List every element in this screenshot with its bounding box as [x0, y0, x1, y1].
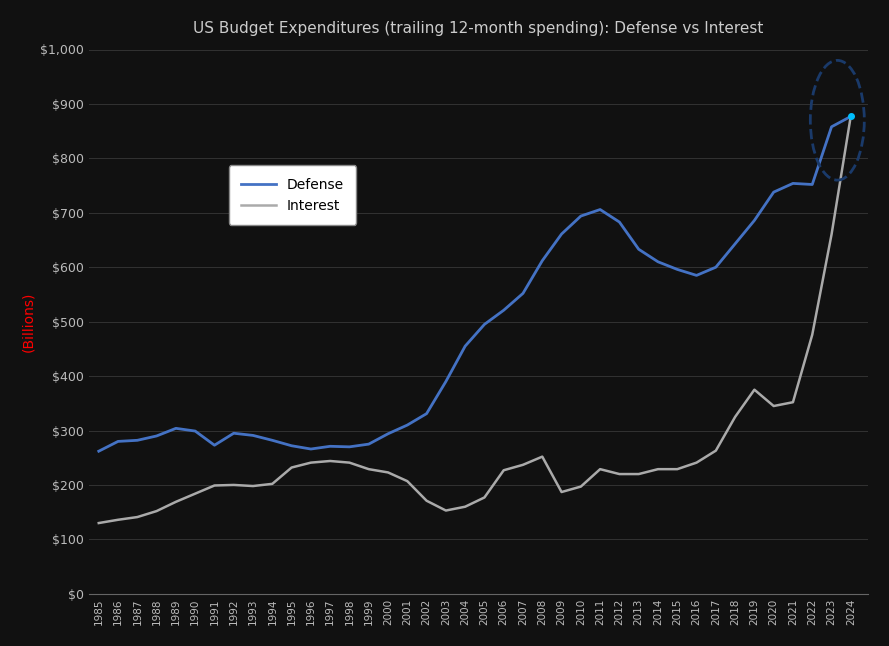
Defense [460, 342, 470, 350]
Defense [267, 437, 277, 444]
Interest [460, 503, 470, 510]
Defense [441, 378, 452, 386]
Interest [441, 506, 452, 514]
Interest [768, 402, 779, 410]
Interest [113, 516, 124, 524]
Defense [132, 437, 142, 444]
Interest [364, 465, 374, 473]
Interest [633, 470, 644, 478]
Interest [344, 459, 355, 466]
Defense [344, 443, 355, 451]
Defense [190, 427, 201, 435]
Interest [306, 459, 316, 466]
Defense [324, 443, 335, 450]
Interest [93, 519, 104, 527]
Interest [692, 459, 702, 466]
Interest [151, 507, 162, 515]
Interest [614, 470, 625, 478]
Defense [575, 212, 586, 220]
Defense [730, 240, 741, 247]
Defense [788, 180, 798, 187]
Defense [171, 424, 181, 432]
Interest [479, 494, 490, 501]
Interest [171, 498, 181, 506]
Defense [402, 421, 412, 429]
Defense [113, 437, 124, 445]
Interest [267, 480, 277, 488]
Interest [499, 466, 509, 474]
Y-axis label: (Billions): (Billions) [20, 291, 35, 352]
Interest [845, 112, 856, 120]
Line: Interest: Interest [99, 116, 851, 523]
Interest [788, 399, 798, 406]
Defense [306, 445, 316, 453]
Defense [768, 188, 779, 196]
Defense [710, 264, 721, 271]
Defense [517, 289, 528, 297]
Interest [190, 490, 201, 497]
Interest [324, 457, 335, 465]
Interest [710, 447, 721, 455]
Interest [382, 468, 393, 476]
Defense [557, 230, 567, 238]
Defense [499, 306, 509, 314]
Defense [633, 245, 644, 253]
Interest [575, 483, 586, 490]
Interest [228, 481, 239, 489]
Defense [749, 216, 760, 224]
Defense [382, 430, 393, 437]
Interest [402, 477, 412, 485]
Defense [421, 410, 432, 417]
Interest [248, 482, 259, 490]
Interest [653, 465, 663, 473]
Defense [286, 442, 297, 450]
Interest [826, 231, 837, 238]
Defense [93, 447, 104, 455]
Defense [807, 181, 818, 189]
Line: Defense: Defense [99, 116, 851, 451]
Defense [248, 432, 259, 439]
Interest [537, 453, 548, 461]
Defense [672, 266, 683, 273]
Interest [749, 386, 760, 393]
Legend: Defense, Interest: Defense, Interest [228, 165, 356, 225]
Defense [151, 432, 162, 440]
Defense [845, 112, 856, 120]
Defense [692, 271, 702, 279]
Interest [807, 331, 818, 339]
Interest [730, 413, 741, 421]
Defense [595, 205, 605, 213]
Interest [209, 482, 220, 490]
Interest [517, 461, 528, 469]
Defense [537, 257, 548, 265]
Interest [421, 497, 432, 505]
Defense [479, 320, 490, 328]
Defense [364, 440, 374, 448]
Interest [557, 488, 567, 496]
Defense [209, 441, 220, 449]
Interest [672, 465, 683, 473]
Interest [595, 465, 605, 473]
Defense [826, 123, 837, 130]
Title: US Budget Expenditures (trailing 12-month spending): Defense vs Interest: US Budget Expenditures (trailing 12-mont… [194, 21, 764, 36]
Defense [614, 218, 625, 226]
Defense [653, 258, 663, 266]
Interest [286, 464, 297, 472]
Defense [228, 430, 239, 437]
Interest [132, 513, 142, 521]
